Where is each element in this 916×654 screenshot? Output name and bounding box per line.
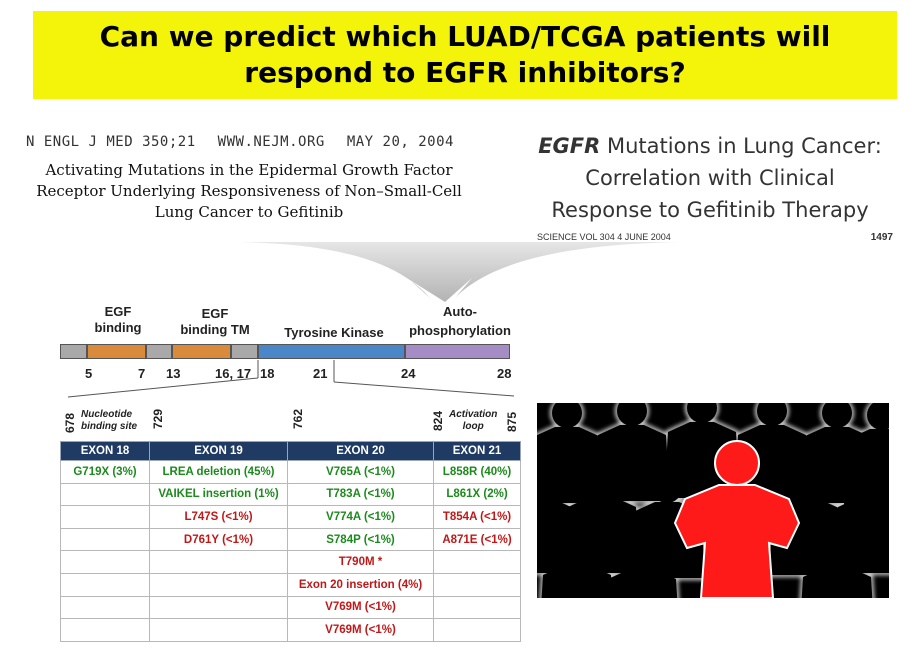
exon-number: 5 [85,366,93,381]
domain-segment-egf-binding [87,344,146,359]
mutation-cell [60,505,150,529]
mutation-cell: V769M (<1%) [287,595,434,620]
exon-number: 13 [166,366,181,381]
mutation-cell [149,595,288,620]
science-title-line-1: EGFR Mutations in Lung Cancer: [518,130,902,162]
egfr-domain-diagram: EGF binding EGF binding TM Tyrosine Kinase… [60,300,520,440]
domain-segment-egf-binding-tm [172,344,231,359]
science-article-title: EGFR Mutations in Lung Cancer: Correlati… [518,130,902,226]
table-row: V769M (<1%) [60,595,521,620]
mutation-cell [60,550,150,574]
domain-segment-tm [231,344,258,359]
zoom-lines [67,360,515,398]
mutation-cell: L861X (2%) [433,482,521,507]
mutation-cell [60,527,150,552]
column-header: EXON 19 [149,441,288,461]
table-row: V769M (<1%) [60,618,521,642]
table-row: Exon 20 insertion (4%) [60,572,521,597]
nejm-title-line-1: Activating Mutations in the Epidermal Gr… [45,161,453,179]
mutation-cell: L747S (<1%) [149,505,288,529]
table-row: D761Y (<1%) S784P (<1%) A871E (<1%) [60,527,521,552]
domain-segment-grey-1 [60,344,87,359]
exon-number: 7 [138,366,146,381]
exon-number: 16, 17 [215,366,252,381]
table-row: VAIKEL insertion (1%) T783A (<1%) L861X (2… [60,482,521,507]
nejm-article-title: Activating Mutations in the Epidermal Gr… [8,160,490,223]
nucleotide-binding-site-label: Nucleotide binding site [81,409,138,432]
table-header-row: EXON 18 EXON 19 EXON 20 EXON 21 [60,441,521,461]
mutation-cell: VAIKEL insertion (1%) [149,482,288,507]
mutation-cell: A871E (<1%) [433,527,521,552]
science-footer-page: 1497 [870,232,893,243]
column-header: EXON 21 [433,441,521,461]
mutation-cell: V769M (<1%) [287,618,434,642]
mutation-cell [60,482,150,507]
exon-number: 21 [313,366,328,381]
title-banner: Can we predict which LUAD/TCGA patients … [33,11,897,99]
table-body: G719X (3%) LREA deletion (45%) V765A (<1%)… [60,460,521,642]
mutation-cell [149,550,288,574]
title-line-1: Can we predict which LUAD/TCGA patients … [99,20,831,53]
exon-number: 28 [497,366,512,381]
nejm-title-line-2: Receptor Underlying Responsiveness of No… [36,182,462,200]
domain-segment-grey-2 [146,344,172,359]
science-title-line-3: Response to Gefitinib Therapy [551,198,869,222]
mutation-cell: Exon 20 insertion (4%) [287,572,434,597]
science-title-line-1-rest: Mutations in Lung Cancer: [600,134,882,158]
position-729: 729 [151,408,165,429]
mutation-cell: V774A (<1%) [287,505,434,529]
exon-number: 18 [260,366,275,381]
position-762: 762 [291,408,305,429]
table-row: G719X (3%) LREA deletion (45%) V765A (<1%)… [60,460,521,484]
activation-loop-label: Activation loop [449,409,498,432]
mutation-cell [433,618,521,642]
mutation-cell: T854A (<1%) [433,505,521,529]
science-footer: SCIENCE VOL 304 4 JUNE 2004 1497 [537,232,893,243]
mutation-cell: L858R (40%) [433,460,521,484]
mutation-cell: D761Y (<1%) [149,527,288,552]
nejm-journal: N ENGL J MED 350;21 [26,134,196,150]
tyrosine-kinase-label: Tyrosine Kinase [284,325,384,340]
title-line-2: respond to EGFR inhibitors? [244,56,686,89]
autophosphorylation-label: Auto-phosphorylation [409,304,511,338]
domain-segment-autophosphorylation [405,344,510,359]
nejm-url: WWW.NEJM.ORG [217,134,325,150]
mutation-cell: G719X (3%) [60,460,150,484]
table-row: L747S (<1%) V774A (<1%) T854A (<1%) [60,505,521,529]
nejm-citation-header: N ENGL J MED 350;21 WWW.NEJM.ORG MAY 20,… [26,134,506,150]
science-title-line-2: Correlation with Clinical [585,166,835,190]
mutation-cell [60,618,150,642]
nejm-date: MAY 20, 2004 [346,134,454,150]
mutation-cell: T783A (<1%) [287,482,434,507]
mutation-cell [60,595,150,620]
science-title-egfr: EGFR [538,134,601,158]
egf-binding-label: EGF binding [94,304,142,335]
mutation-cell [60,572,150,597]
position-875: 875 [505,411,519,432]
mutation-cell [149,572,288,597]
crowd-highlighted-person-icon [537,403,889,598]
mutation-cell: S784P (<1%) [287,527,434,552]
funnel-arrow-icon [240,242,680,302]
column-header: EXON 20 [287,441,434,461]
nejm-title-line-3: Lung Cancer to Gefitinib [154,203,344,221]
egf-binding-tm-label: EGF binding TM [180,306,250,337]
mutation-cell [433,595,521,620]
domain-segment-tyrosine-kinase [258,344,405,359]
mutation-cell: V765A (<1%) [287,460,434,484]
exon-mutation-table: EXON 18 EXON 19 EXON 20 EXON 21 G719X (3… [60,441,521,642]
mutation-cell [433,550,521,574]
mutation-cell: T790M * [287,550,434,574]
mutation-cell [149,618,288,642]
exon-number: 24 [401,366,416,381]
position-824: 824 [431,410,445,431]
table-row: T790M * [60,550,521,574]
mutation-cell [433,572,521,597]
position-678: 678 [63,412,77,433]
science-footer-citation: SCIENCE VOL 304 4 JUNE 2004 [537,232,671,242]
mutation-cell: LREA deletion (45%) [149,460,288,484]
column-header: EXON 18 [60,441,150,461]
